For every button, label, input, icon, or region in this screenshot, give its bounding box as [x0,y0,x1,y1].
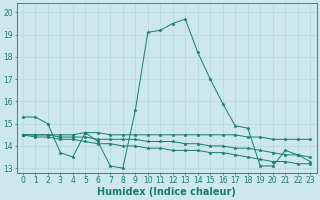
X-axis label: Humidex (Indice chaleur): Humidex (Indice chaleur) [97,187,236,197]
